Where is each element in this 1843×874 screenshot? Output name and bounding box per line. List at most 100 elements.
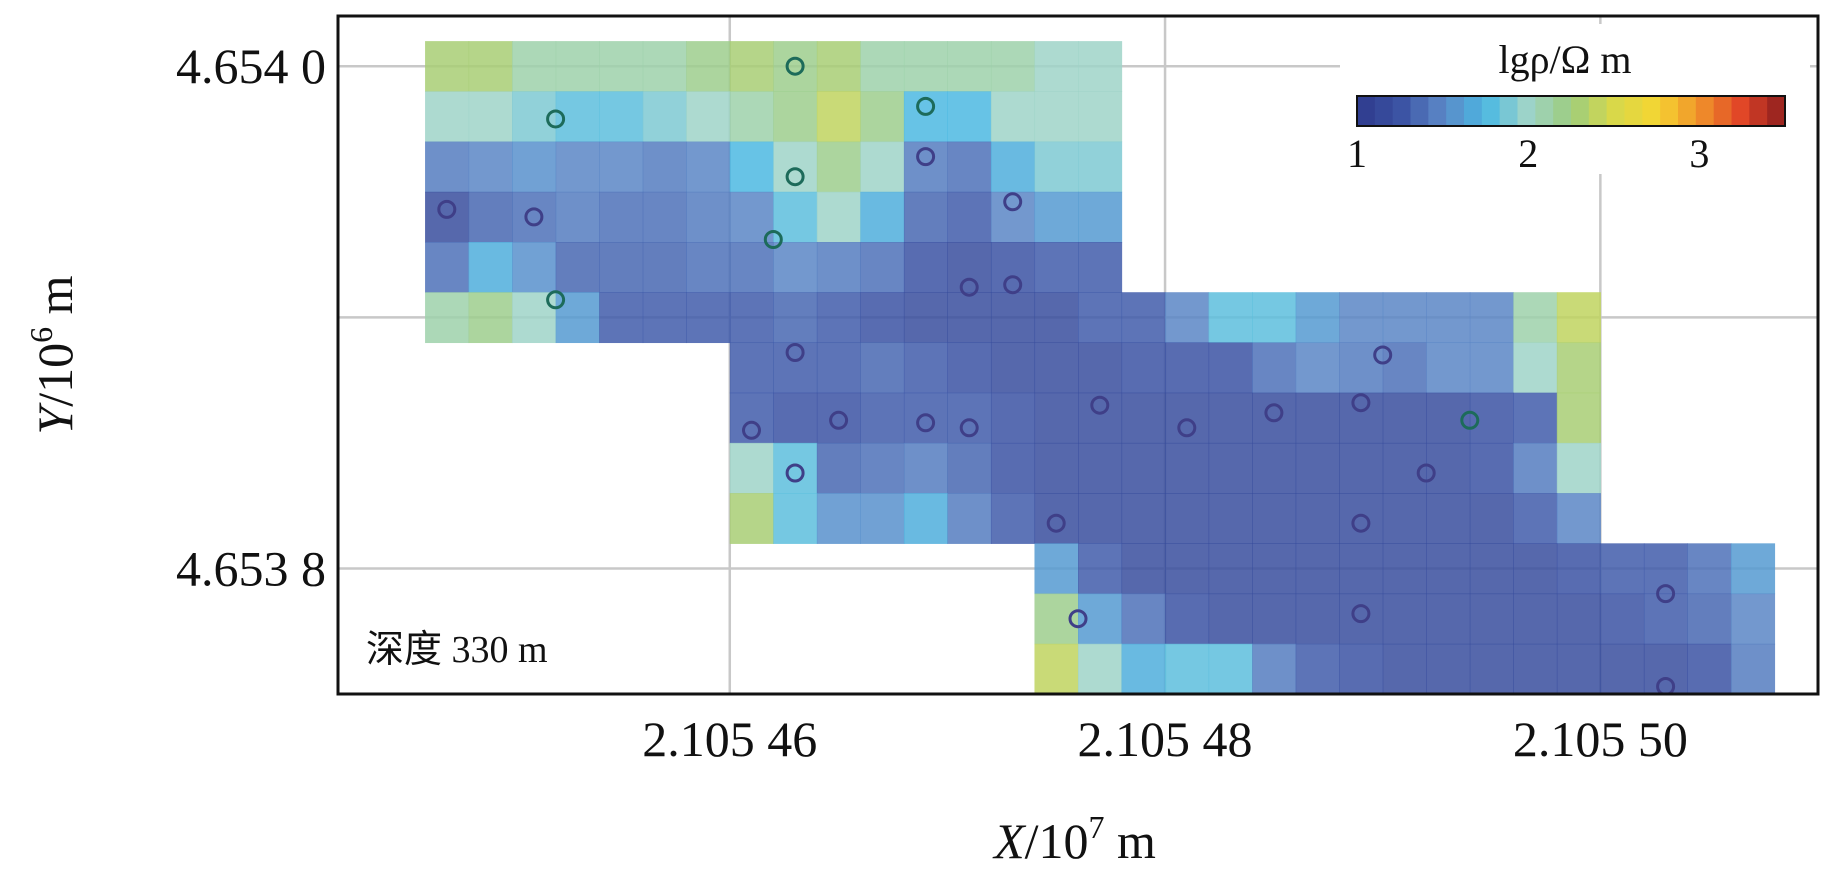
heatmap-cell	[773, 392, 818, 444]
y-tick-label: 4.654 0	[176, 38, 326, 94]
heatmap-cell	[1339, 744, 1383, 795]
heatmap-cell	[1556, 292, 1601, 344]
heatmap-cell	[1034, 242, 1079, 293]
heatmap-cell	[686, 141, 731, 193]
heatmap-cell	[1513, 543, 1558, 595]
heatmap-cell	[1121, 292, 1166, 344]
heatmap-cell	[1252, 342, 1297, 394]
heatmap-cell	[1600, 794, 1644, 845]
colorbar-segments	[1357, 96, 1786, 126]
heatmap-cell	[425, 41, 470, 92]
heatmap-cell	[1470, 794, 1514, 845]
heatmap-cell	[1078, 242, 1123, 293]
heatmap-cell	[1295, 543, 1340, 595]
heatmap-cell	[1339, 694, 1383, 745]
station-marker	[785, 56, 805, 76]
colorbar-segment	[1464, 96, 1483, 126]
heatmap-cell	[555, 242, 600, 293]
heatmap-cell	[555, 141, 600, 193]
heatmap-cell	[1295, 493, 1340, 544]
heatmap-cell	[990, 342, 1036, 394]
heatmap-cell	[1252, 392, 1297, 444]
heatmap-cell	[1078, 292, 1123, 344]
heatmap-cell	[990, 141, 1036, 193]
heatmap-cell	[1252, 543, 1297, 595]
heatmap-cell	[947, 342, 992, 394]
heatmap-cell	[599, 191, 644, 243]
heatmap-cell	[1034, 91, 1079, 143]
colorbar-segment	[1357, 96, 1376, 126]
heatmap-cell	[512, 41, 557, 92]
colorbar-segment	[1624, 96, 1643, 126]
colorbar-segment	[1446, 96, 1465, 126]
heatmap-cell	[1383, 744, 1427, 795]
station-marker	[1003, 192, 1023, 212]
heatmap-cell	[1295, 292, 1340, 344]
station-marker	[1264, 403, 1284, 423]
heatmap-cell	[425, 292, 470, 344]
heatmap-cell	[1556, 593, 1601, 645]
heatmap-cell	[1382, 292, 1427, 344]
x-axis-ticks: 2.105 46 2.105 48 2.105 50	[642, 711, 1688, 767]
heatmap-cell	[1339, 392, 1384, 444]
heatmap-cell	[1426, 643, 1471, 694]
heatmap-cell	[1078, 543, 1123, 595]
heatmap-cell	[1730, 643, 1776, 694]
station-marker	[1416, 463, 1436, 483]
heatmap-cell	[1687, 593, 1732, 645]
heatmap-cell	[1556, 392, 1601, 444]
heatmap-cell	[1556, 342, 1601, 394]
heatmap-cell	[1339, 593, 1384, 645]
heatmap-cell	[1426, 292, 1471, 344]
heatmap-cell	[1034, 191, 1079, 243]
heatmap-cell	[990, 292, 1036, 344]
heatmap-cell	[642, 91, 687, 143]
heatmap-cell	[599, 91, 644, 143]
heatmap-cell	[903, 442, 949, 494]
heatmap-cell	[1165, 493, 1210, 544]
heatmap-cell	[816, 493, 861, 544]
station-marker	[785, 343, 805, 362]
heatmap-cell	[860, 342, 905, 394]
heatmap-cell	[512, 292, 557, 344]
heatmap-cell	[1121, 442, 1166, 494]
heatmap-cell	[1469, 342, 1514, 394]
station-marker	[1460, 410, 1480, 430]
heatmap-cell	[860, 91, 905, 143]
heatmap-cell	[1382, 593, 1427, 645]
heatmap-cell	[773, 442, 818, 494]
heatmap-cell	[1426, 342, 1471, 394]
colorbar-segment	[1749, 96, 1768, 126]
heatmap-cell	[1078, 442, 1123, 494]
heatmap-cell	[816, 41, 861, 92]
x-axis-label: X/107 m	[992, 809, 1156, 869]
heatmap-cell	[1469, 442, 1514, 494]
station-marker	[546, 109, 566, 129]
heatmap-cell	[1731, 794, 1775, 845]
heatmap-cell	[1556, 543, 1601, 595]
colorbar-segment	[1535, 96, 1554, 126]
heatmap-cell	[1556, 643, 1601, 694]
heatmap-cell	[816, 91, 861, 143]
heatmap-cell	[1034, 141, 1079, 193]
y-tick-label: 4.653 8	[176, 540, 326, 596]
heatmap-cell	[1513, 643, 1558, 694]
station-marker	[437, 199, 457, 219]
heatmap-cell	[468, 191, 513, 243]
heatmap-cell	[903, 342, 949, 394]
heatmap-cell	[1121, 543, 1166, 595]
heatmap-cell	[729, 242, 774, 293]
heatmap-cell	[1078, 342, 1123, 394]
heatmap-cell	[1165, 342, 1210, 394]
heatmap-cell	[1165, 442, 1210, 494]
heatmap-cell	[1078, 493, 1123, 544]
heatmap-cell	[816, 191, 861, 243]
station-marker	[1397, 731, 1413, 747]
heatmap-cell	[947, 242, 992, 293]
heatmap-cell	[642, 191, 687, 243]
heatmap-cell	[990, 191, 1036, 243]
heatmap-cell	[1252, 292, 1297, 344]
heatmap-cell	[468, 41, 513, 92]
heatmap-cell	[1339, 543, 1384, 595]
heatmap-cell	[1165, 593, 1210, 645]
